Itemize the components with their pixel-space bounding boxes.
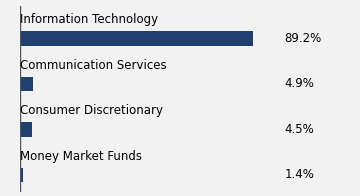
Text: Communication Services: Communication Services [20, 59, 166, 72]
Text: Money Market Funds: Money Market Funds [20, 150, 142, 162]
Text: 89.2%: 89.2% [285, 32, 322, 45]
Bar [20, 31, 253, 46]
Bar [20, 122, 32, 137]
Text: 4.9%: 4.9% [285, 77, 315, 91]
Text: 4.5%: 4.5% [285, 123, 315, 136]
Text: 1.4%: 1.4% [285, 168, 315, 181]
Text: Information Technology: Information Technology [20, 13, 158, 26]
Bar [20, 168, 23, 182]
Bar [20, 77, 33, 91]
Text: Consumer Discretionary: Consumer Discretionary [20, 104, 163, 117]
